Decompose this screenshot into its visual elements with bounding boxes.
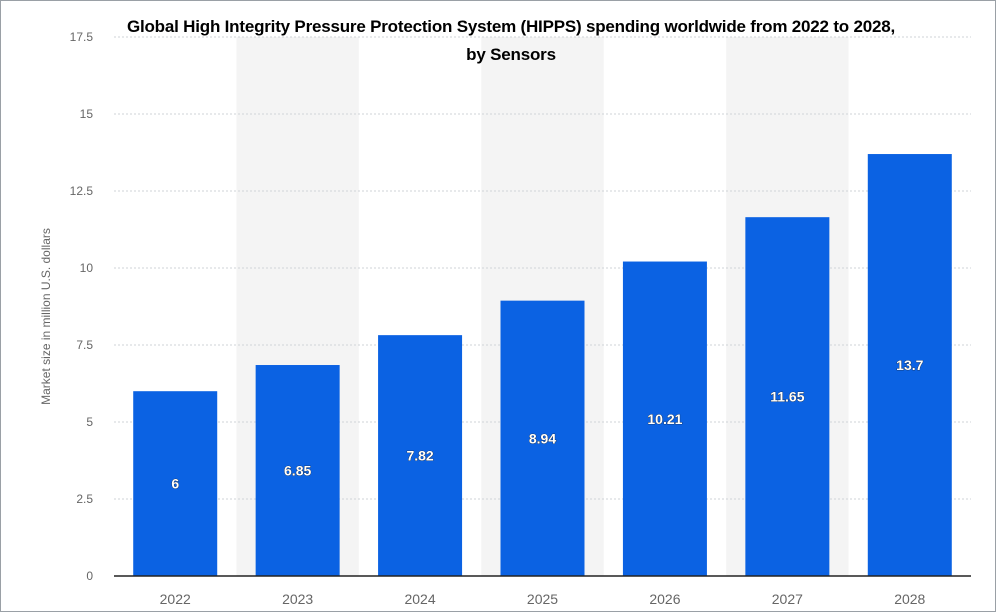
y-tick-label: 17.5 — [70, 30, 94, 44]
x-tick-label: 2022 — [160, 591, 191, 607]
x-tick-label: 2027 — [772, 591, 803, 607]
bar-value-label: 13.7 — [896, 357, 923, 373]
x-tick-label: 2026 — [649, 591, 680, 607]
chart-title: Global High Integrity Pressure Protectio… — [126, 17, 896, 36]
bar — [378, 335, 463, 576]
y-tick-label: 10 — [80, 261, 94, 275]
y-tick-label: 7.5 — [76, 338, 93, 352]
bar — [133, 391, 218, 576]
bars — [133, 154, 952, 577]
x-tick-label: 2025 — [527, 591, 558, 607]
y-axis-ticks: 0 2.5 5 7.5 10 12.5 15 17.5 — [70, 30, 94, 583]
x-tick-label: 2023 — [282, 591, 313, 607]
x-tick-label: 2024 — [404, 591, 435, 607]
bar — [867, 154, 952, 577]
bar-value-label: 10.21 — [647, 411, 682, 427]
bar — [255, 365, 340, 576]
y-tick-label: 15 — [80, 107, 94, 121]
y-tick-label: 12.5 — [70, 184, 94, 198]
y-tick-label: 2.5 — [76, 492, 93, 506]
bar-value-label: 6 — [171, 476, 179, 492]
y-axis-label: Market size in million U.S. dollars — [39, 228, 53, 405]
y-tick-label: 5 — [86, 415, 93, 429]
bar-value-label: 11.65 — [770, 389, 804, 405]
x-axis-ticks: 2022 2023 2024 2025 2026 2027 2028 — [160, 591, 926, 607]
bar-value-labels: 6 6.85 7.82 8.94 10.21 11.65 13.7 — [171, 357, 924, 492]
bar — [745, 217, 830, 576]
bar — [500, 300, 585, 576]
chart-title-line-2: by Sensors — [466, 45, 556, 64]
x-tick-label: 2028 — [894, 591, 925, 607]
bar-value-label: 7.82 — [406, 448, 433, 464]
y-tick-label: 0 — [86, 569, 93, 583]
bar-value-label: 8.94 — [529, 430, 556, 446]
bar-value-label: 6.85 — [284, 463, 311, 479]
bar — [622, 261, 707, 576]
